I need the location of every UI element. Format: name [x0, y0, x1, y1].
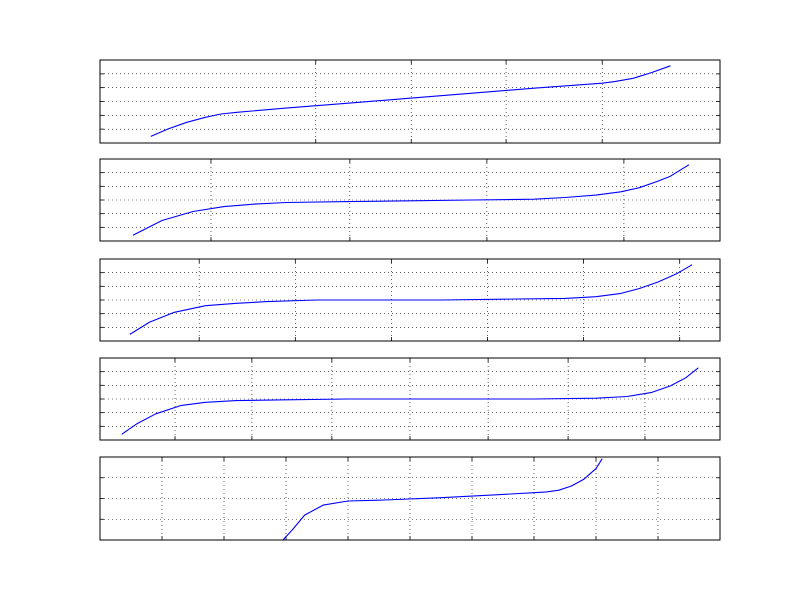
axes-frame [99, 158, 721, 242]
axes-frame [99, 59, 721, 144]
subplot-4 [99, 357, 721, 441]
subplot-2 [99, 158, 721, 242]
subplot-5 [99, 456, 721, 541]
axes-frame [99, 456, 721, 541]
series-line-1 [121, 367, 699, 435]
series-line-1 [282, 458, 603, 541]
subplot-3 [99, 258, 721, 342]
subplot-1 [99, 59, 721, 144]
axes-frame [99, 258, 721, 342]
axes-frame [99, 357, 721, 441]
series-line-1 [132, 164, 690, 236]
series-line-1 [129, 264, 693, 335]
series-line-1 [150, 65, 671, 137]
